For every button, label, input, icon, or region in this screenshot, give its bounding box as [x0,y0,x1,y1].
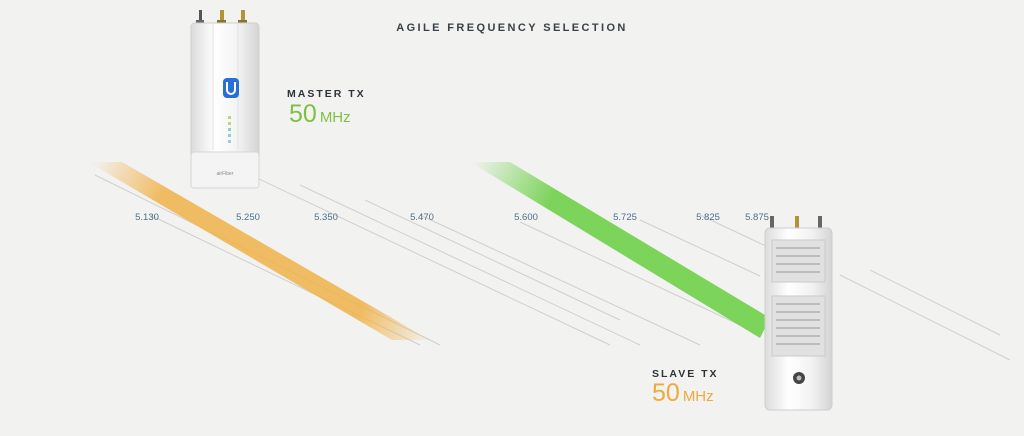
master-tx-value: 50 MHz [289,102,351,127]
freq-label: 5.470 [410,212,434,223]
freq-label: 5.350 [314,212,338,223]
freq-label: 5.130 [135,212,159,223]
freq-label: 5.825 [696,212,720,223]
freq-label: 5.600 [514,212,538,223]
signal-led-icon [228,116,231,143]
freq-label: 5.725 [613,212,637,223]
master-device: airFiber [190,10,260,189]
master-tx-label: MASTER TX [287,88,366,100]
slave-tx-unit: MHz [682,388,714,405]
device-brand-text: airFiber [217,171,234,177]
slave-tx-label: SLAVE TX [652,368,719,380]
master-tx-unit: MHz [319,109,351,126]
frequency-guide-lines [94,169,1011,361]
green-frequency-band [470,162,770,338]
slave-tx-number: 50 [652,379,680,407]
freq-label: 5.250 [236,212,260,223]
freq-label: 5.875 [745,212,769,223]
ubiquiti-logo-icon [223,78,239,98]
slave-device [764,216,833,411]
page-title: AGILE FREQUENCY SELECTION [396,22,628,34]
orange-frequency-band [88,162,430,340]
master-tx-number: 50 [289,100,317,128]
frequency-scale: 5.130 5.250 5.350 5.470 5.600 5.725 5.82… [135,212,769,223]
slave-tx-value: 50 MHz [652,381,714,406]
